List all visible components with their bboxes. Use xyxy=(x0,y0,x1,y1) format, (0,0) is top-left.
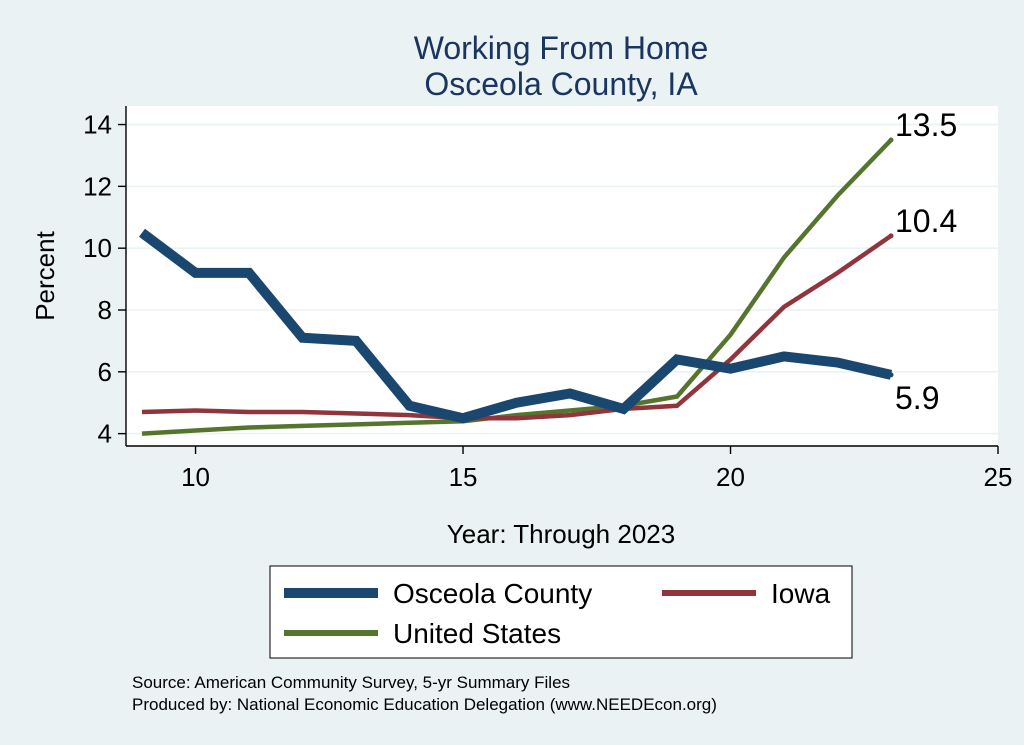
chart-title-line-1: Working From Home xyxy=(414,30,709,66)
x-tick-label-10: 10 xyxy=(181,462,210,492)
series-end-point-united-states xyxy=(888,137,894,143)
legend-box xyxy=(269,565,853,659)
x-tick-label-15: 15 xyxy=(449,462,478,492)
series-end-point-iowa xyxy=(888,233,894,239)
y-tick-label-8: 8 xyxy=(98,295,112,325)
grid-lines xyxy=(126,123,998,435)
axes: 4 6 8 10 12 14 10 15 20 25 xyxy=(83,106,1012,492)
source-note: Source: American Community Survey, 5-yr … xyxy=(132,673,570,692)
chart-title-line-2: Osceola County, IA xyxy=(424,66,698,102)
x-tick-label-25: 25 xyxy=(984,462,1013,492)
series-line-united-states xyxy=(141,138,893,436)
y-tick-label-12: 12 xyxy=(83,171,112,201)
end-labels: 13.5 10.4 5.9 xyxy=(895,107,957,416)
legend-label-united-states: United States xyxy=(393,618,561,649)
x-tick-label-20: 20 xyxy=(716,462,745,492)
x-axis-title: Year: Through 2023 xyxy=(447,519,675,549)
legend-label-iowa: Iowa xyxy=(771,578,831,609)
end-label-osceola-county: 5.9 xyxy=(895,380,939,416)
end-label-iowa: 10.4 xyxy=(895,203,957,239)
series-line-osceola-county xyxy=(138,228,893,424)
series-end-point-osceola-county xyxy=(888,372,894,378)
end-label-united-states: 13.5 xyxy=(895,107,957,143)
y-tick-label-14: 14 xyxy=(83,110,112,140)
y-tick-label-10: 10 xyxy=(83,233,112,263)
legend: Osceola County Iowa United States xyxy=(269,565,853,659)
y-tick-label-4: 4 xyxy=(98,419,112,449)
series-line-iowa xyxy=(141,233,893,421)
plot-area xyxy=(126,106,998,446)
series-lines xyxy=(138,137,894,436)
producer-note: Produced by: National Economic Education… xyxy=(132,695,717,714)
y-axis-title: Percent xyxy=(30,230,60,320)
y-tick-label-6: 6 xyxy=(98,357,112,387)
legend-label-osceola-county: Osceola County xyxy=(393,578,592,609)
